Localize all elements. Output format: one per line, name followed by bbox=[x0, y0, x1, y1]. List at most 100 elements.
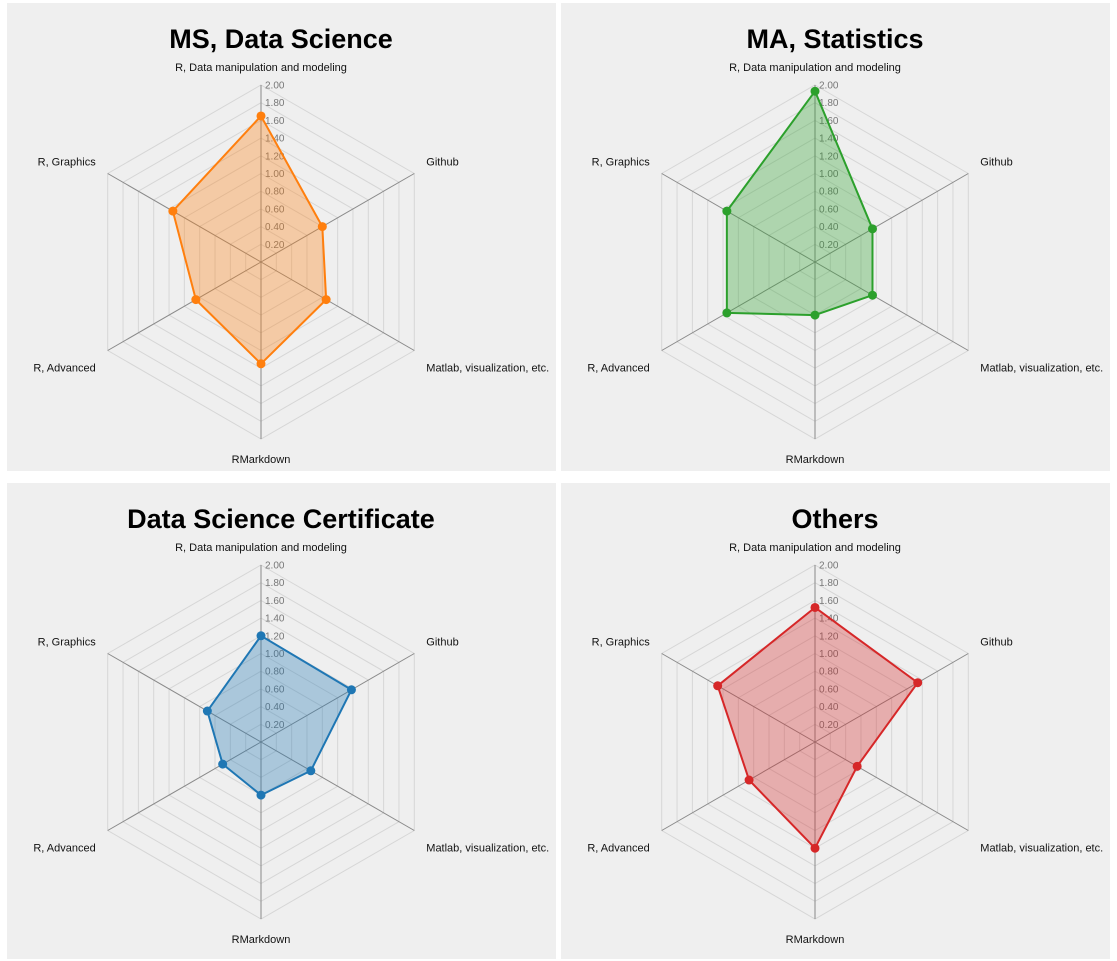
chart-panel-data-science-certificate: Data Science Certificate 0.20 0.40 0.60 0.80… bbox=[7, 483, 556, 959]
data-point-github[interactable] bbox=[913, 678, 923, 688]
tick-label: 1.60 bbox=[265, 116, 285, 127]
radar-chart-svg: Data Science Certificate 0.20 0.40 0.60 0.80… bbox=[33, 504, 549, 946]
data-point-r-graphics[interactable] bbox=[168, 206, 178, 216]
axis-line-r-graphics bbox=[661, 653, 816, 743]
data-point-r-graphics[interactable] bbox=[722, 206, 732, 216]
tick-label: 0.60 bbox=[265, 684, 285, 695]
data-point-r-advanced[interactable] bbox=[722, 308, 732, 318]
axis-line-r-graphics bbox=[661, 173, 816, 263]
data-point-rmarkdown[interactable] bbox=[810, 843, 820, 853]
tick-label: 1.00 bbox=[265, 649, 285, 660]
chart-title: MS, Data Science bbox=[169, 24, 393, 54]
tick-label: 1.80 bbox=[265, 578, 285, 589]
data-point-r-data-manipulation-and-modeling[interactable] bbox=[810, 86, 820, 96]
data-point-r-advanced[interactable] bbox=[744, 775, 754, 785]
data-point-r-graphics[interactable] bbox=[202, 706, 212, 716]
axis-label-rmarkdown: RMarkdown bbox=[232, 454, 291, 466]
data-point-github[interactable] bbox=[317, 222, 327, 232]
data-point-matlab-visualization-etc[interactable] bbox=[321, 295, 331, 305]
data-point-rmarkdown[interactable] bbox=[256, 790, 266, 800]
chart-panel-others: Others 0.20 0.40 0.60 0.80 1.00 1.20 1.40 1.60 1.… bbox=[561, 483, 1110, 959]
axis-line-matlab-visualization-etc bbox=[260, 261, 415, 351]
chart-panel-ms-data-science: MS, Data Science 0.20 0.40 0.60 0.80 1.00 1.20… bbox=[7, 3, 556, 471]
tick-label: 1.80 bbox=[265, 98, 285, 109]
series-area bbox=[725, 90, 874, 317]
axis-label-r-graphics: R, Graphics bbox=[38, 637, 97, 649]
axis-line-r-graphics bbox=[107, 173, 262, 263]
radar-chart-svg: MA, Statistics 0.20 0.40 0.60 0.80 1.00 1.20 1.… bbox=[587, 24, 1103, 466]
axis-line-github bbox=[814, 173, 969, 263]
radar-chart-svg: Others 0.20 0.40 0.60 0.80 1.00 1.20 1.40 1.60 1.… bbox=[587, 504, 1103, 946]
tick-label: 1.80 bbox=[819, 578, 839, 589]
axis-label-r-data-manipulation-and-modeling: R, Data manipulation and modeling bbox=[729, 542, 901, 554]
axis-line-r-graphics bbox=[107, 653, 262, 743]
tick-label: 0.20 bbox=[265, 720, 285, 731]
tick-label: 2.00 bbox=[265, 561, 285, 572]
tick-label: 0.80 bbox=[819, 187, 839, 198]
axis-line-github bbox=[260, 653, 415, 743]
axis-label-github: Github bbox=[426, 157, 458, 169]
tick-label: 0.20 bbox=[819, 240, 839, 251]
data-point-matlab-visualization-etc[interactable] bbox=[867, 290, 877, 300]
data-point-github[interactable] bbox=[346, 685, 356, 695]
axis-line-matlab-visualization-etc bbox=[814, 261, 969, 351]
axis-label-r-graphics: R, Graphics bbox=[592, 637, 651, 649]
tick-label: 1.40 bbox=[819, 134, 839, 145]
radar-chart-svg: MS, Data Science 0.20 0.40 0.60 0.80 1.00 1.20… bbox=[33, 24, 549, 466]
tick-label: 1.20 bbox=[265, 151, 285, 162]
axis-label-matlab-visualization-etc: Matlab, visualization, etc. bbox=[980, 363, 1103, 375]
data-point-matlab-visualization-etc[interactable] bbox=[306, 766, 316, 776]
data-point-r-data-manipulation-and-modeling[interactable] bbox=[256, 631, 266, 641]
tick-label: 1.60 bbox=[819, 116, 839, 127]
tick-label: 0.60 bbox=[819, 684, 839, 695]
chart-title: MA, Statistics bbox=[746, 24, 923, 54]
axis-label-matlab-visualization-etc: Matlab, visualization, etc. bbox=[426, 363, 549, 375]
axis-label-r-data-manipulation-and-modeling: R, Data manipulation and modeling bbox=[729, 62, 901, 74]
data-point-r-data-manipulation-and-modeling[interactable] bbox=[256, 111, 266, 121]
tick-label: 1.20 bbox=[819, 151, 839, 162]
series-area bbox=[716, 606, 919, 850]
tick-label: 0.40 bbox=[819, 702, 839, 713]
chart-title: Data Science Certificate bbox=[127, 504, 435, 534]
axis-label-rmarkdown: RMarkdown bbox=[786, 934, 845, 946]
data-point-rmarkdown[interactable] bbox=[810, 310, 820, 320]
axis-line-r-advanced bbox=[107, 261, 262, 351]
tick-label: 1.80 bbox=[819, 98, 839, 109]
axis-line-matlab-visualization-etc bbox=[260, 741, 415, 831]
axis-line-r-advanced bbox=[107, 741, 262, 831]
data-point-r-graphics[interactable] bbox=[713, 681, 723, 691]
data-point-github[interactable] bbox=[867, 224, 877, 234]
tick-label: 1.40 bbox=[819, 614, 839, 625]
axis-line-github bbox=[814, 653, 969, 743]
data-point-r-advanced[interactable] bbox=[191, 295, 201, 305]
axis-line-r-advanced bbox=[661, 261, 816, 351]
data-point-matlab-visualization-etc[interactable] bbox=[852, 761, 862, 771]
tick-label: 0.60 bbox=[819, 204, 839, 215]
axis-label-r-graphics: R, Graphics bbox=[38, 157, 97, 169]
tick-label: 0.80 bbox=[819, 667, 839, 678]
tick-label: 1.60 bbox=[265, 596, 285, 607]
data-point-r-advanced[interactable] bbox=[218, 759, 228, 769]
axis-label-rmarkdown: RMarkdown bbox=[786, 454, 845, 466]
axis-label-r-graphics: R, Graphics bbox=[592, 157, 651, 169]
axis-label-matlab-visualization-etc: Matlab, visualization, etc. bbox=[980, 843, 1103, 855]
tick-label: 1.00 bbox=[265, 169, 285, 180]
data-point-rmarkdown[interactable] bbox=[256, 359, 266, 369]
tick-label: 1.00 bbox=[819, 649, 839, 660]
axis-label-github: Github bbox=[980, 157, 1012, 169]
axis-label-matlab-visualization-etc: Matlab, visualization, etc. bbox=[426, 843, 549, 855]
axis-line-github bbox=[260, 173, 415, 263]
tick-label: 1.60 bbox=[819, 596, 839, 607]
axis-label-github: Github bbox=[980, 637, 1012, 649]
axis-line-r-advanced bbox=[661, 741, 816, 831]
tick-label: 1.00 bbox=[819, 169, 839, 180]
axis-label-r-advanced: R, Advanced bbox=[33, 363, 95, 375]
axis-label-rmarkdown: RMarkdown bbox=[232, 934, 291, 946]
tick-label: 0.60 bbox=[265, 204, 285, 215]
tick-label: 0.80 bbox=[265, 187, 285, 198]
tick-label: 0.40 bbox=[265, 702, 285, 713]
tick-label: 2.00 bbox=[819, 81, 839, 92]
data-point-r-data-manipulation-and-modeling[interactable] bbox=[810, 602, 820, 612]
tick-label: 0.80 bbox=[265, 667, 285, 678]
axis-label-r-advanced: R, Advanced bbox=[33, 843, 95, 855]
